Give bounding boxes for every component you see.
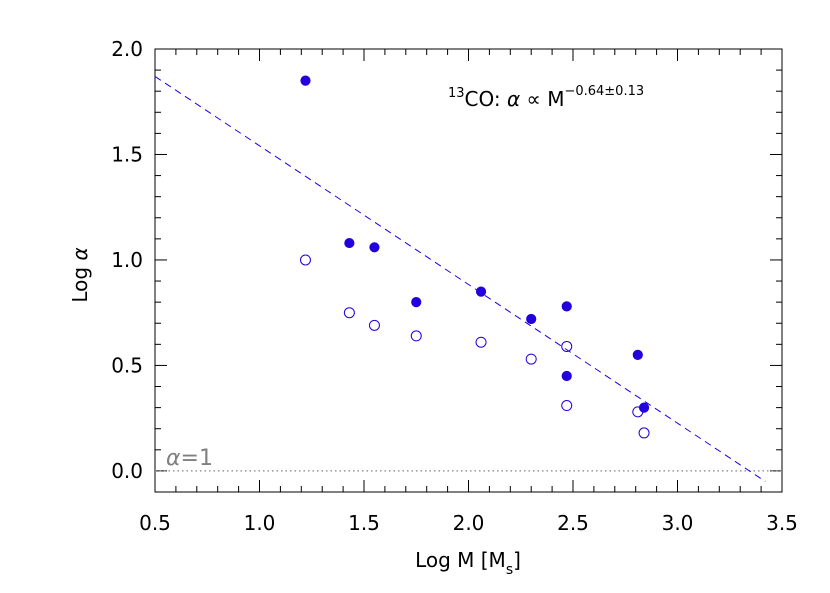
points-layer <box>299 75 650 439</box>
filled-data-point <box>300 75 311 86</box>
filled-data-point <box>369 242 380 253</box>
open-data-point <box>632 406 644 418</box>
filled-data-point <box>561 301 572 312</box>
x-axis-label: Log M [Ms] <box>415 548 521 578</box>
filled-data-point <box>526 313 537 325</box>
filled-data-point <box>561 370 572 382</box>
open-data-point <box>475 336 487 348</box>
open-data-point <box>299 254 311 266</box>
y-axis-label: Log α <box>68 247 92 302</box>
y-tick-labels: 0.0 0.5 1.0 1.5 2.0 <box>111 37 143 483</box>
open-data-point <box>525 353 537 365</box>
y-tick-label: 0.5 <box>111 353 143 377</box>
x-tick-label: 0.5 <box>139 511 171 535</box>
open-data-point <box>343 307 355 319</box>
open-data-point <box>561 340 573 352</box>
x-tick-labels: 0.5 1.0 1.5 2.0 2.5 3.0 3.5 <box>139 511 798 535</box>
open-data-point <box>410 330 422 342</box>
x-tick-label: 3.0 <box>662 511 694 535</box>
open-data-point <box>638 427 650 439</box>
fit-annotation: 13CO: α ∝ M−0.64±0.13 <box>448 84 644 111</box>
x-tick-label: 1.0 <box>244 511 276 535</box>
filled-data-point <box>411 297 422 308</box>
x-tick-label: 2.5 <box>557 511 589 535</box>
x-tick-label: 2.0 <box>453 511 485 535</box>
filled-data-point <box>475 286 487 297</box>
plot-frame <box>154 48 783 493</box>
y-tick-label: 0.0 <box>111 459 143 483</box>
axis-ticks <box>154 48 783 493</box>
lines-layer <box>154 76 782 482</box>
fit-line <box>154 76 766 482</box>
open-data-point <box>561 400 573 412</box>
x-tick-label: 3.5 <box>766 511 798 535</box>
y-tick-label: 2.0 <box>111 37 143 61</box>
y-tick-label: 1.5 <box>111 142 143 166</box>
filled-data-point <box>344 237 355 249</box>
x-tick-label: 1.5 <box>348 511 380 535</box>
open-data-point <box>368 319 380 331</box>
y-tick-label: 1.0 <box>111 248 143 272</box>
reference-line-label: α=1 <box>166 446 213 471</box>
filled-data-point <box>632 349 643 360</box>
